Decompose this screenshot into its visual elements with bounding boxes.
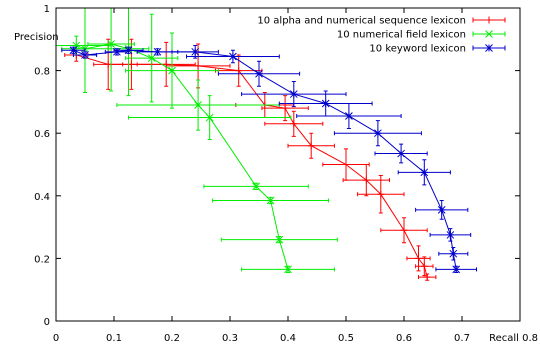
data-point [415,254,422,262]
data-point [69,46,78,55]
legend-marker [485,30,493,38]
series-line [76,43,289,270]
y-tick-label: 1 [44,4,50,15]
data-point [113,47,121,56]
data-point [452,265,461,274]
data-point [194,101,202,109]
x-tick-label: 0.2 [164,333,180,344]
data-point [449,249,458,258]
data-point [205,113,214,122]
legend-label: 10 alpha and numerical sequence lexicon [257,16,466,27]
data-point [307,142,315,150]
data-point [423,273,431,281]
data-point [194,62,202,70]
series-1 [64,38,437,281]
data-point [446,231,455,239]
data-point [124,46,133,55]
y-tick-label: 0.2 [34,254,50,265]
data-point [168,66,176,75]
data-point [229,52,237,61]
data-point [400,226,408,234]
legend-item: 10 keyword lexicon [369,44,506,55]
data-point [275,235,284,244]
y-axis-label: Precision [14,32,59,43]
data-point [107,40,115,48]
data-point [191,47,200,56]
axis-ticks: 0 0.1 0.2 0.3 0.4 0.5 0.6 0.7 Recall 0.8 0 0.2 0.4 0… [34,4,538,344]
legend-label: 10 keyword lexicon [369,44,466,55]
data-point [290,120,298,128]
legend: 10 alpha and numerical sequence lexicon 1… [257,16,506,55]
data-point [255,69,263,78]
series-3 [61,45,477,274]
data-point [420,262,428,270]
data-point [104,60,112,68]
data-point [362,176,370,184]
data-point [281,104,289,112]
y-tick-label: 0.6 [34,129,50,140]
series-layer [55,7,477,281]
data-point [321,99,330,108]
data-point [374,129,382,138]
x-tick-label: 0.5 [338,333,354,344]
data-point [397,149,405,158]
data-point [252,182,260,191]
data-point [127,60,135,68]
data-point [266,196,275,205]
data-point [284,265,292,274]
data-point [342,161,350,168]
data-point [147,54,156,62]
data-point [345,112,353,120]
data-point [420,168,429,177]
data-point [153,47,162,56]
data-point [81,51,89,59]
y-tick-label: 0.8 [34,67,50,78]
x-tick-label: 0.3 [222,333,238,344]
x-tick-label: Recall 0.8 [489,333,538,344]
x-tick-label: 0.6 [396,333,412,344]
legend-marker [485,44,493,52]
data-point [289,90,298,98]
y-tick-label: 0.4 [34,192,50,203]
x-tick-label: 0 [53,333,59,344]
legend-marker [485,16,493,24]
legend-label: 10 numerical field lexicon [337,30,466,41]
legend-item: 10 alpha and numerical sequence lexicon [257,16,506,27]
data-point [437,206,446,214]
series-2 [55,7,338,274]
x-tick-label: 0.4 [280,333,296,344]
x-tick-label: 0.1 [106,333,122,344]
plot-frame [55,7,521,322]
y-tick-label: 0 [44,317,50,328]
x-tick-label: 0.7 [454,333,470,344]
series-line [73,49,457,270]
legend-item: 10 numerical field lexicon [337,30,506,41]
data-point [377,190,385,198]
data-point [235,67,243,75]
data-point [72,41,81,50]
